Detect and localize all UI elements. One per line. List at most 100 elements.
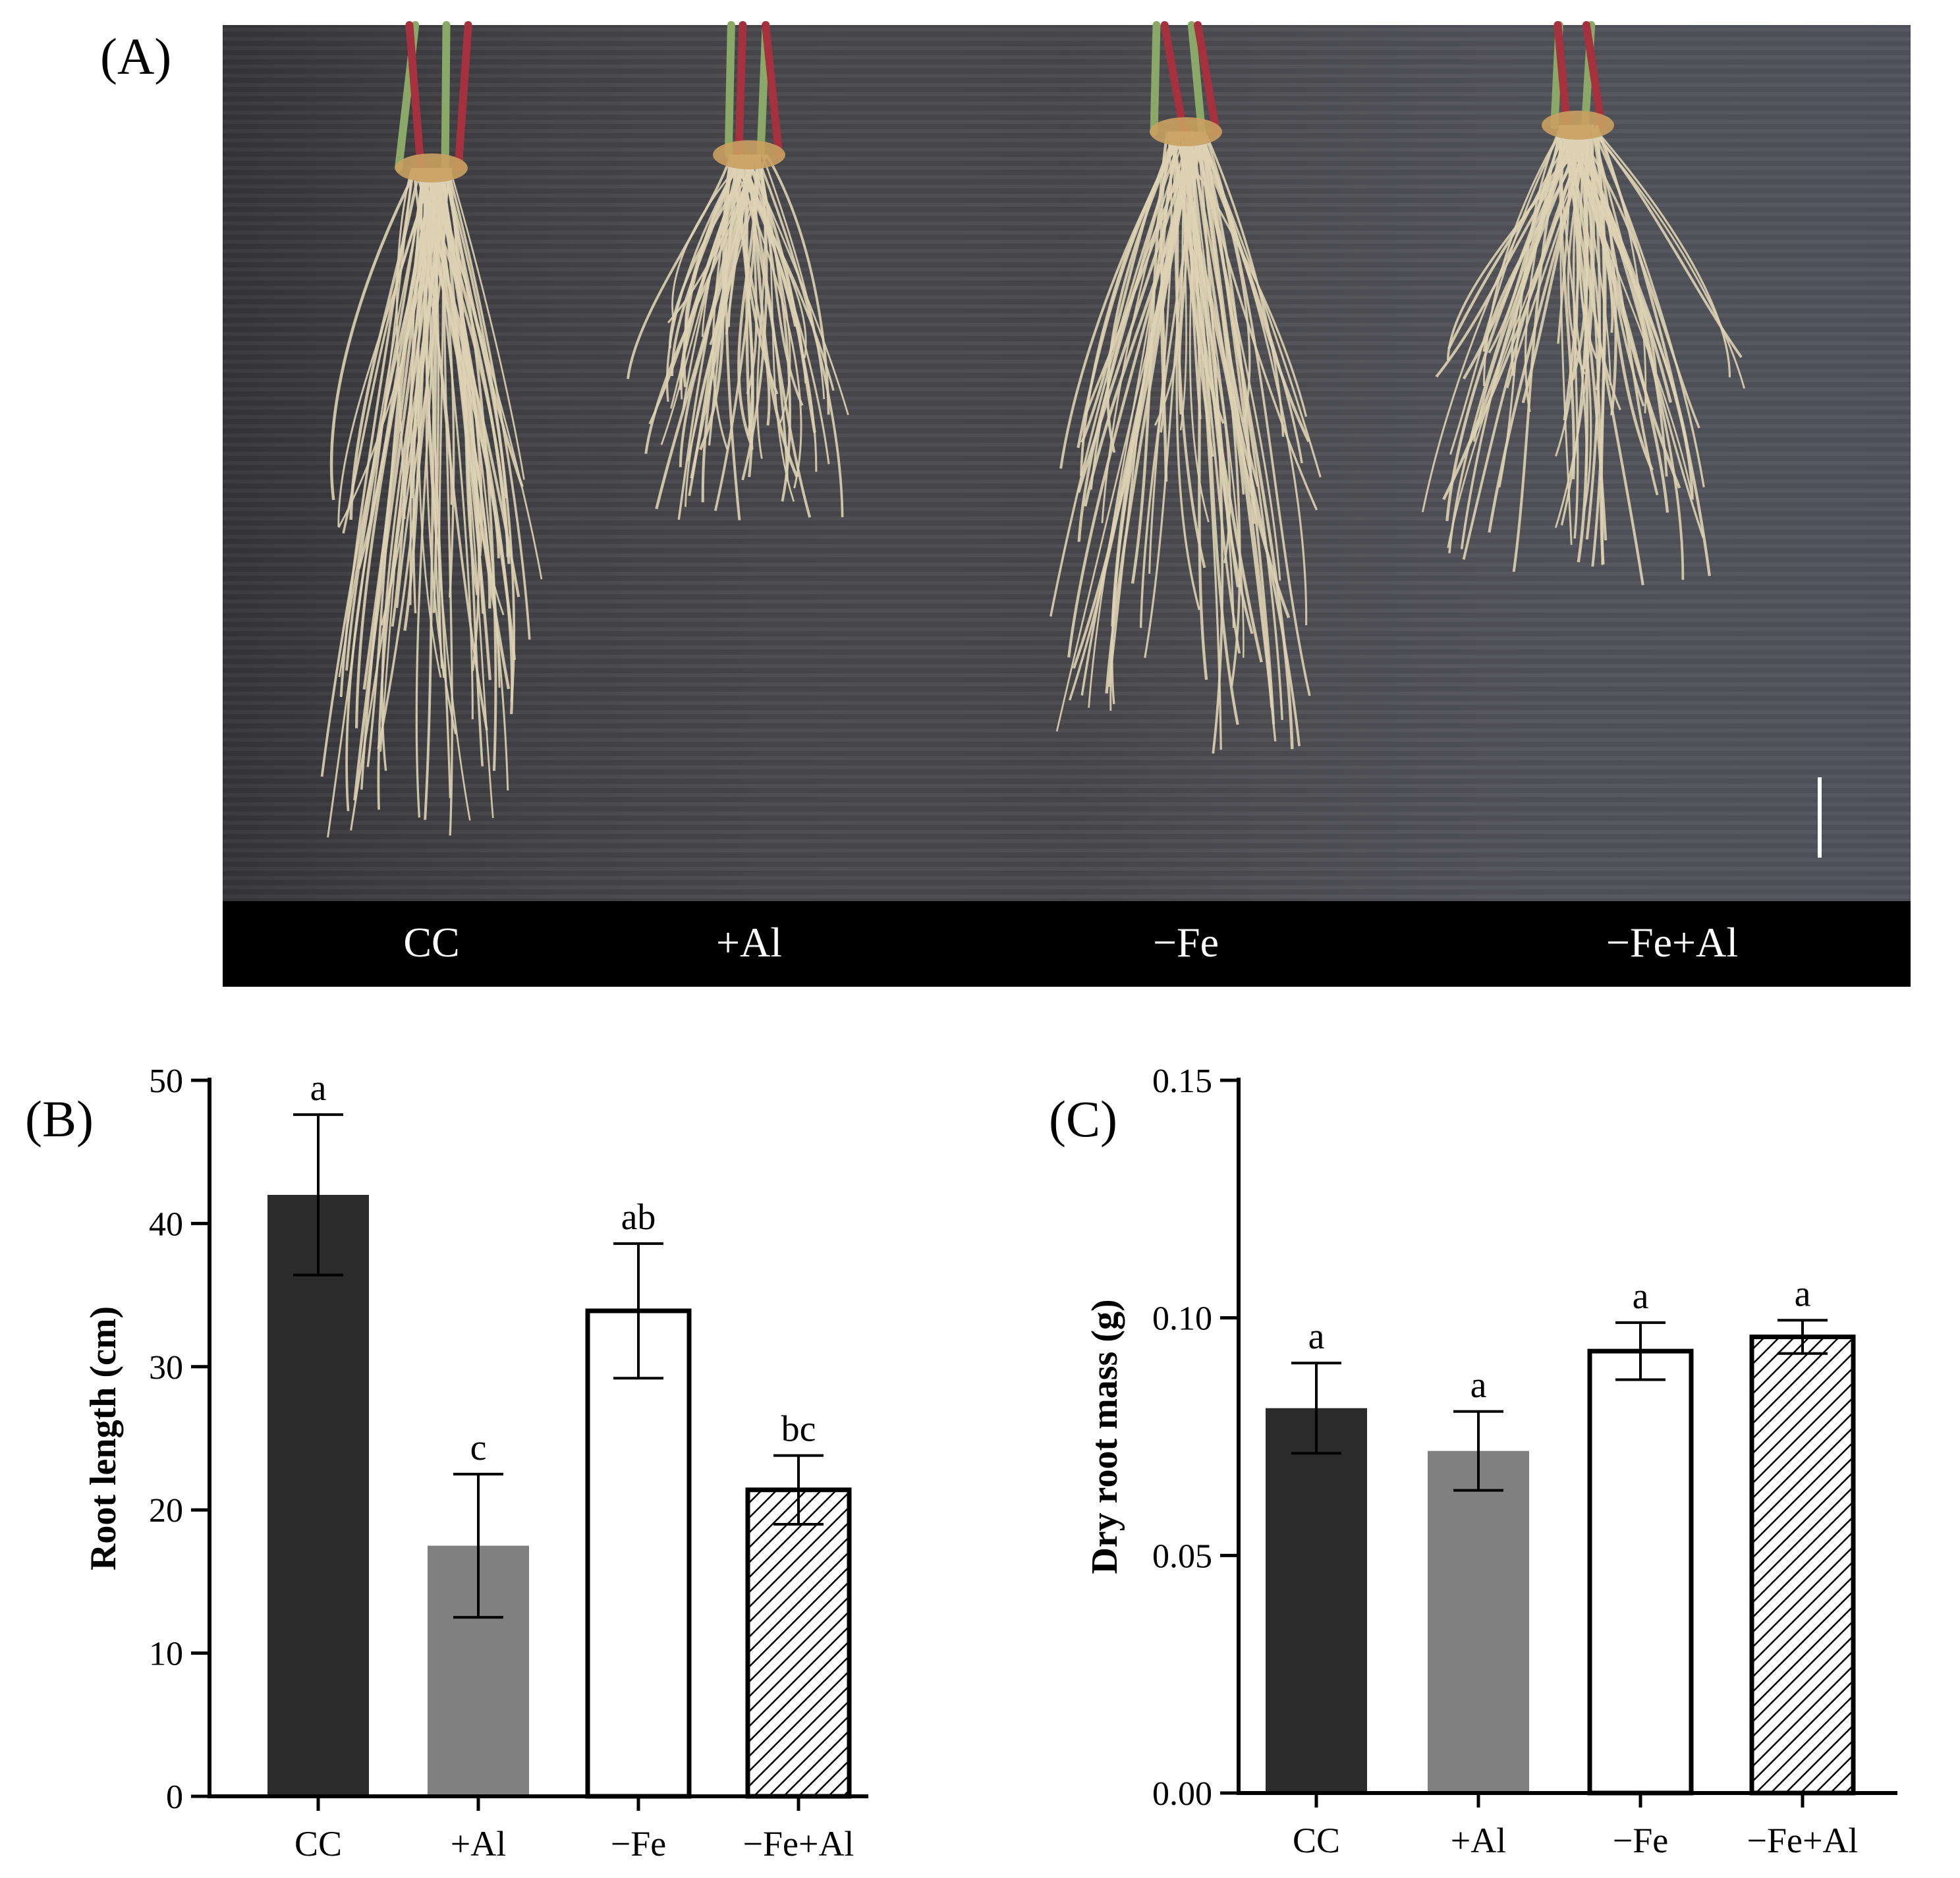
root-strand bbox=[671, 154, 748, 321]
root-strand bbox=[1442, 124, 1572, 501]
x-tick-label: CC bbox=[294, 1824, 342, 1864]
root-strand bbox=[1175, 131, 1301, 746]
stem bbox=[1554, 21, 1571, 129]
root-strand bbox=[395, 167, 413, 519]
x-tick-label: +Al bbox=[1451, 1821, 1506, 1860]
root-drawings bbox=[320, 21, 1746, 838]
root-strand bbox=[1590, 124, 1705, 487]
y-tick-label: 10 bbox=[149, 1636, 183, 1673]
bar bbox=[1428, 1450, 1529, 1793]
x-tick-label: −Fe bbox=[611, 1824, 666, 1864]
stem bbox=[735, 21, 747, 159]
root-strand bbox=[1585, 124, 1601, 540]
stem bbox=[1194, 21, 1221, 136]
root-strand bbox=[1190, 131, 1245, 658]
root-strand bbox=[1591, 124, 1617, 416]
root-strand bbox=[755, 154, 844, 518]
root-crown bbox=[1542, 111, 1614, 140]
root-strand bbox=[1190, 131, 1235, 628]
panel-c-label: (C) bbox=[1049, 1090, 1117, 1147]
root-strand bbox=[443, 167, 497, 771]
root-strand bbox=[1131, 131, 1169, 584]
root-strand bbox=[1198, 131, 1283, 721]
root-strand bbox=[338, 167, 432, 678]
significance-letter: a bbox=[1470, 1365, 1487, 1406]
root-strand bbox=[329, 167, 419, 501]
root-strand bbox=[1524, 124, 1562, 412]
root-strand bbox=[1462, 124, 1593, 560]
significance-letter: a bbox=[310, 1068, 327, 1109]
photo-label-cc: CC bbox=[403, 919, 459, 966]
root-strand bbox=[755, 154, 766, 459]
root-strand bbox=[627, 154, 733, 379]
significance-letter: c bbox=[470, 1427, 487, 1468]
root-strand bbox=[377, 167, 443, 750]
x-tick-label: −Fe+Al bbox=[1747, 1821, 1859, 1860]
photo-label-minus-fe-al: −Fe+Al bbox=[1606, 919, 1738, 966]
root-strand bbox=[1596, 124, 1647, 414]
dry-root-mass-chart: a CC a +Al a −Fe a −Fe+Al 0.00 0.05 0.10 0.15 Dry ro… bbox=[1084, 1063, 1897, 1860]
stem bbox=[454, 21, 472, 172]
y-tick-label: 0 bbox=[166, 1779, 183, 1816]
root-strand bbox=[725, 154, 756, 335]
significance-letter: ab bbox=[621, 1197, 656, 1238]
root-strand bbox=[1559, 124, 1573, 545]
root-strand bbox=[428, 167, 509, 791]
stem bbox=[441, 21, 451, 172]
root-strand bbox=[438, 167, 444, 669]
stem bbox=[1160, 21, 1188, 136]
root-length-chart: a CC c +Al ab −Fe bc −Fe+Al 0 10 20 30 40 50 Root leng… bbox=[83, 1063, 868, 1864]
root-strand bbox=[766, 154, 830, 415]
root-crown bbox=[395, 153, 468, 182]
x-tick-label: −Fe bbox=[1613, 1821, 1668, 1860]
y-tick-label: 0.00 bbox=[1152, 1775, 1212, 1813]
root-strand bbox=[1435, 124, 1596, 378]
root-strand bbox=[737, 154, 758, 447]
root-strand bbox=[320, 167, 445, 777]
panel-a-label: (A) bbox=[100, 28, 171, 85]
significance-letter: bc bbox=[781, 1409, 816, 1450]
root-strand bbox=[1588, 124, 1743, 358]
root-strand bbox=[1554, 124, 1595, 528]
root-crown bbox=[713, 140, 785, 169]
root-strand bbox=[1090, 131, 1206, 490]
stem bbox=[1150, 21, 1161, 136]
root-strand bbox=[1111, 131, 1192, 705]
root-strand bbox=[1572, 124, 1588, 539]
root-strand bbox=[446, 167, 531, 640]
root-strand bbox=[1189, 131, 1202, 420]
root-strand bbox=[1077, 131, 1196, 493]
y-tick-label: 0.05 bbox=[1152, 1537, 1212, 1575]
root-strand bbox=[754, 154, 791, 424]
root-strand bbox=[1059, 131, 1185, 469]
root-strand bbox=[677, 154, 757, 520]
root-strand bbox=[353, 167, 441, 801]
root-strand bbox=[420, 167, 488, 731]
root-strand bbox=[1168, 131, 1263, 663]
root-strand bbox=[342, 167, 437, 534]
scale-bar bbox=[1818, 777, 1822, 858]
root-strand bbox=[1555, 124, 1579, 457]
y-tick-label: 40 bbox=[149, 1205, 183, 1243]
root-strand bbox=[1573, 124, 1669, 513]
root-strand bbox=[1482, 124, 1588, 352]
y-tick-label: 50 bbox=[149, 1063, 183, 1100]
y-tick-label: 0.10 bbox=[1152, 1300, 1212, 1338]
root-strand bbox=[1590, 124, 1731, 377]
root-strand bbox=[1189, 130, 1310, 443]
panel-b-label: (B) bbox=[25, 1090, 94, 1147]
x-tick-label: −Fe+Al bbox=[743, 1824, 854, 1864]
root-strand bbox=[1050, 131, 1185, 617]
root-strand bbox=[442, 167, 516, 702]
stem bbox=[762, 21, 783, 159]
root-strand bbox=[423, 167, 439, 545]
stem bbox=[724, 21, 735, 159]
y-tick-label: 30 bbox=[149, 1349, 183, 1387]
y-axis-label: Root length (cm) bbox=[83, 1306, 124, 1570]
stem bbox=[1187, 21, 1206, 136]
root-strand bbox=[1591, 124, 1606, 567]
root-strand bbox=[428, 167, 440, 613]
significance-letter: a bbox=[1308, 1316, 1325, 1357]
y-axis-label: Dry root mass (g) bbox=[1084, 1299, 1125, 1574]
treatment-label-strip bbox=[223, 901, 1911, 987]
